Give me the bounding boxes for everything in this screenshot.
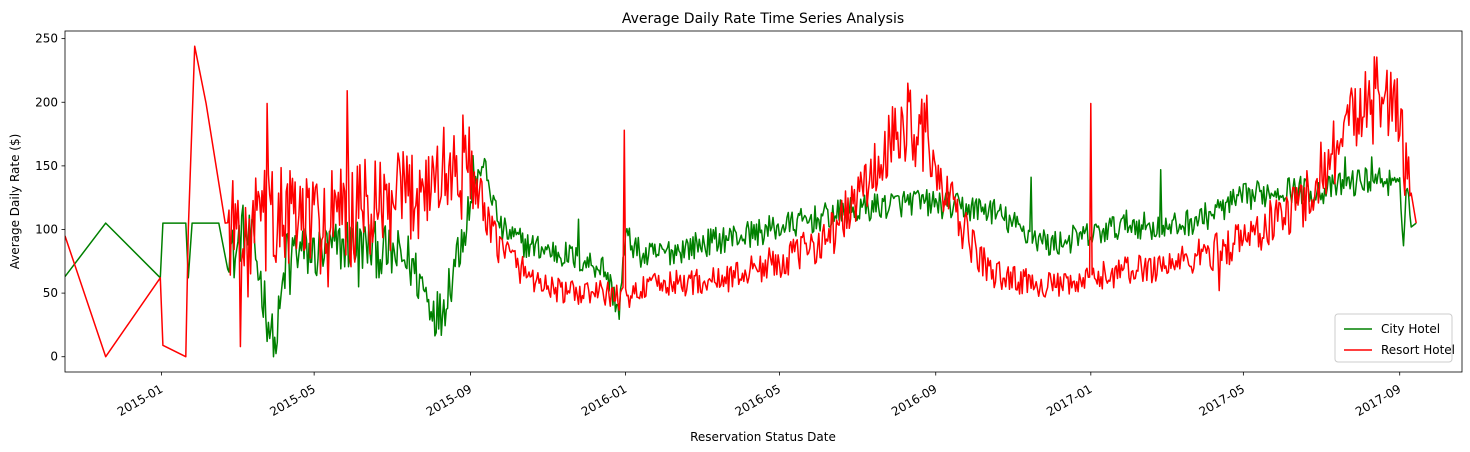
x-axis-label: Reservation Status Date <box>690 430 836 444</box>
legend-label: Resort Hotel <box>1381 343 1455 357</box>
chart-title: Average Daily Rate Time Series Analysis <box>622 11 904 27</box>
series-line-city-hotel <box>65 154 1417 358</box>
y-tick-label: 0 <box>50 350 58 364</box>
y-tick-label: 200 <box>35 95 58 109</box>
legend-label: City Hotel <box>1381 322 1440 336</box>
y-tick-label: 150 <box>35 159 58 173</box>
series-lines <box>65 45 1417 358</box>
plot-frame <box>64 30 1463 373</box>
y-tick-label: 250 <box>35 32 58 46</box>
y-tick-label: 50 <box>43 286 58 300</box>
series-line-resort-hotel <box>65 45 1417 358</box>
legend: City Hotel Resort Hotel <box>1334 313 1455 363</box>
y-tick-label: 100 <box>35 222 58 236</box>
plot-area <box>64 30 1463 373</box>
y-axis: 0 50 100 150 200 250 <box>35 32 65 364</box>
y-axis-label: Average Daily Rate ($) <box>8 134 22 270</box>
